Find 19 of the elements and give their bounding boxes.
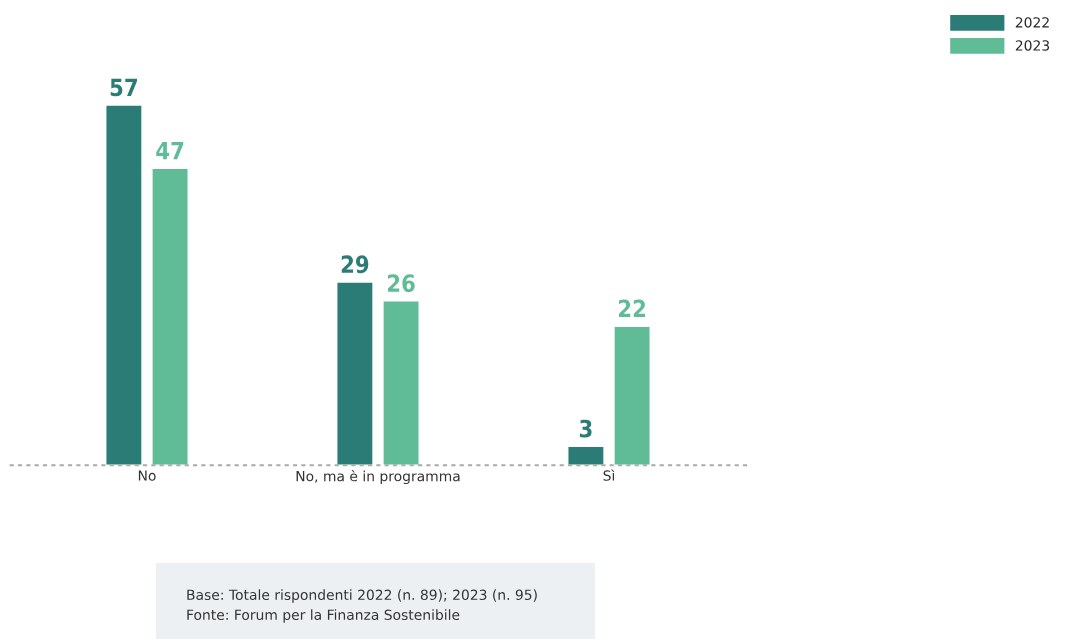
data-label: 29 <box>341 255 369 274</box>
data-label: 47 <box>156 141 184 160</box>
bar <box>613 325 651 466</box>
legend-label: 2023 <box>1015 40 1050 51</box>
bar <box>567 445 605 466</box>
data-label: 26 <box>387 274 415 293</box>
x-tick-label: Sì <box>603 469 615 481</box>
bar <box>105 104 143 466</box>
data-label: 57 <box>110 78 137 97</box>
legend-label: 2022 <box>1015 17 1049 28</box>
x-tick-label: No <box>138 470 156 481</box>
data-label: 3 <box>579 419 592 438</box>
x-tick-label: No, ma è in programma <box>296 470 460 485</box>
bar <box>336 281 374 466</box>
bar <box>151 167 189 466</box>
bar <box>382 300 420 466</box>
data-label: 22 <box>619 299 646 318</box>
text: Base: Totale rispondenti 2022 (n. 89); 2023 (n. 95) <box>187 589 537 603</box>
source-note: Fonte: Forum per la Finanza Sostenibile <box>187 609 460 623</box>
